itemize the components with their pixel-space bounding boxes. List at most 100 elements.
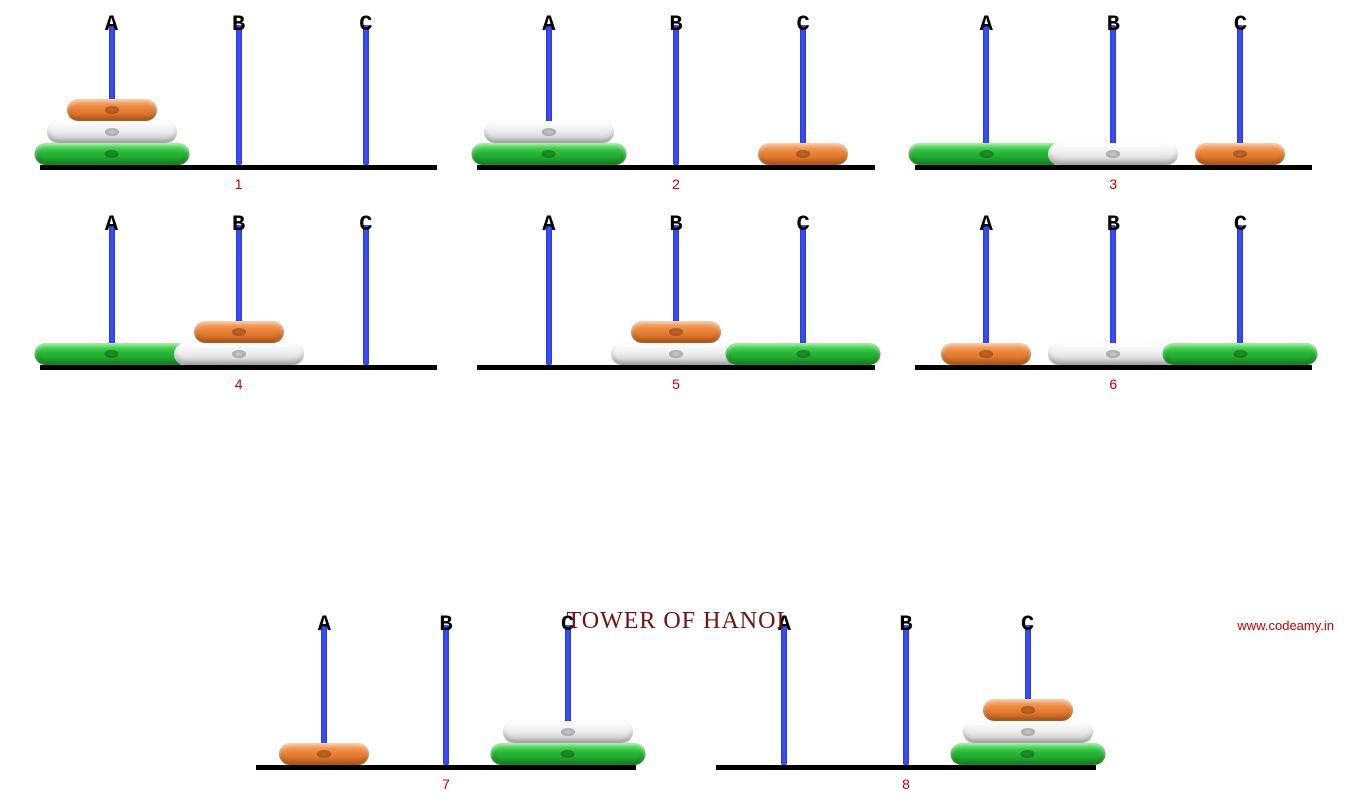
peg-label: C — [797, 212, 810, 237]
credit-text: www.codeamy.in — [1237, 618, 1334, 633]
peg-label: B — [1107, 212, 1120, 237]
peg-label: A — [980, 12, 993, 37]
step-number: 2 — [672, 176, 680, 192]
step-number: 1 — [235, 176, 243, 192]
disk-hole — [561, 728, 575, 736]
disk-hole — [796, 350, 810, 358]
disk-hole — [796, 150, 810, 158]
step-number: 4 — [235, 376, 243, 392]
disk-hole — [1021, 750, 1035, 758]
peg-label: C — [1234, 212, 1247, 237]
disk-large — [950, 743, 1105, 765]
peg-label: B — [1107, 12, 1120, 37]
disk-medium — [484, 121, 614, 143]
peg-label: A — [105, 212, 118, 237]
disk-small — [758, 143, 848, 165]
step-number: 3 — [1109, 176, 1117, 192]
disk-medium — [1048, 143, 1178, 165]
disk-small — [941, 343, 1031, 365]
hanoi-step-panel: A B C 6 — [895, 210, 1332, 410]
hanoi-step-panel: ABC7 — [236, 610, 656, 810]
disk-medium — [503, 721, 633, 743]
step-number: 8 — [902, 776, 910, 792]
disk-hole — [542, 150, 556, 158]
disk-hole — [232, 328, 246, 336]
peg-c — [363, 225, 369, 365]
disk-hole — [105, 350, 119, 358]
step-number: 5 — [672, 376, 680, 392]
peg-label: A — [105, 12, 118, 37]
base-line — [40, 165, 437, 170]
disk-small — [1195, 143, 1285, 165]
peg-label: C — [1021, 612, 1034, 637]
disk-hole — [105, 128, 119, 136]
disk-small — [983, 699, 1073, 721]
disk-hole — [317, 750, 331, 758]
peg-label: B — [899, 612, 912, 637]
disk-large — [909, 143, 1064, 165]
disk-hole — [232, 350, 246, 358]
peg-label: A — [542, 12, 555, 37]
disk-small — [194, 321, 284, 343]
disk-hole — [105, 150, 119, 158]
peg-a — [546, 225, 552, 365]
step-number: 6 — [1109, 376, 1117, 392]
hanoi-step-panel: ABC8 — [696, 610, 1116, 810]
peg-b — [443, 625, 449, 765]
peg-label: A — [542, 212, 555, 237]
disk-large — [490, 743, 645, 765]
base-line — [40, 365, 437, 370]
disk-hole — [1021, 706, 1035, 714]
peg-c — [363, 25, 369, 165]
base-line — [915, 365, 1312, 370]
peg-b — [903, 625, 909, 765]
diagram-title: TOWER OF HANOI — [567, 608, 786, 635]
hanoi-step-panel: A B C 4 — [20, 210, 457, 410]
disk-hole — [542, 128, 556, 136]
peg-label: A — [318, 612, 331, 637]
disk-small — [67, 99, 157, 121]
disk-hole — [105, 106, 119, 114]
base-line — [716, 765, 1096, 770]
disk-large — [471, 143, 626, 165]
disk-hole — [669, 350, 683, 358]
peg-label: B — [669, 212, 682, 237]
disk-hole — [1106, 150, 1120, 158]
disk-large — [34, 343, 189, 365]
disk-hole — [561, 750, 575, 758]
base-line — [477, 165, 874, 170]
disk-medium — [47, 121, 177, 143]
disk-large — [1163, 343, 1318, 365]
disk-small — [279, 743, 369, 765]
base-line — [477, 365, 874, 370]
disk-medium — [963, 721, 1093, 743]
disk-hole — [1106, 350, 1120, 358]
disk-hole — [1021, 728, 1035, 736]
disk-large — [34, 143, 189, 165]
peg-label: C — [359, 212, 372, 237]
disk-medium — [1048, 343, 1178, 365]
disk-large — [726, 343, 881, 365]
peg-label: B — [232, 12, 245, 37]
peg-label: B — [232, 212, 245, 237]
peg-label: C — [359, 12, 372, 37]
disk-hole — [1233, 150, 1247, 158]
step-number: 7 — [442, 776, 450, 792]
peg-label: C — [1234, 12, 1247, 37]
disk-medium — [174, 343, 304, 365]
disk-hole — [979, 150, 993, 158]
peg-b — [673, 25, 679, 165]
disk-hole — [669, 328, 683, 336]
base-line — [256, 765, 636, 770]
disk-small — [631, 321, 721, 343]
peg-label: B — [439, 612, 452, 637]
base-line — [915, 165, 1312, 170]
peg-label: C — [797, 12, 810, 37]
peg-label: A — [980, 212, 993, 237]
peg-a — [781, 625, 787, 765]
hanoi-step-panel: A B C 3 — [895, 10, 1332, 210]
peg-label: B — [669, 12, 682, 37]
peg-b — [236, 25, 242, 165]
hanoi-step-panel: A B C 5 — [457, 210, 894, 410]
hanoi-step-panel: A B C 1 — [20, 10, 457, 210]
